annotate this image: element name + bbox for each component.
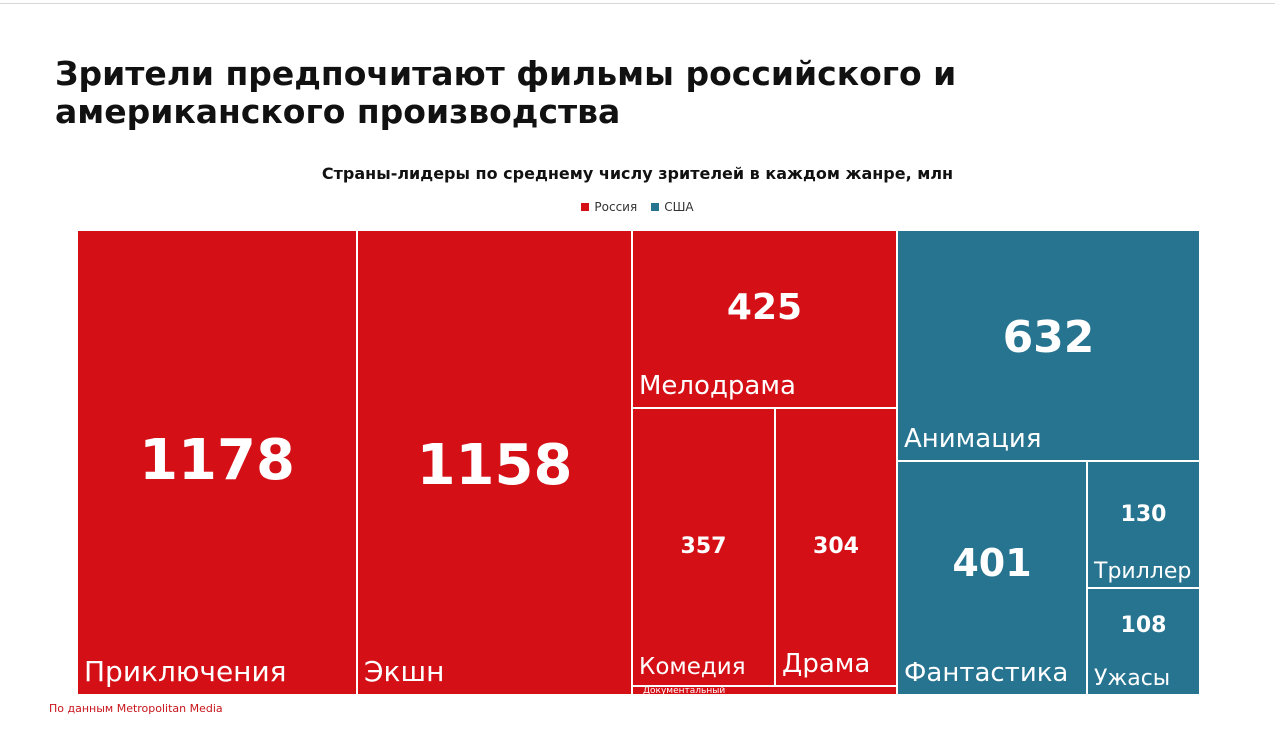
tile-label: Приключения — [84, 655, 287, 688]
chart-title: Страны-лидеры по среднему числу зрителей… — [321, 164, 954, 183]
tile-value: 401 — [952, 541, 1032, 585]
treemap-tile: 1178 Приключения — [77, 230, 357, 695]
treemap-tile: 130 Триллер — [1087, 461, 1200, 588]
tile-value: 1178 — [139, 428, 295, 493]
tile-label: Ужасы — [1094, 666, 1171, 691]
tile-label: Комедия — [639, 654, 746, 680]
tile-value: 632 — [1002, 312, 1095, 363]
source-note: По данным Metropolitan Media — [49, 702, 223, 715]
chart-legend: Россия США — [0, 199, 1275, 215]
legend-swatch-usa — [651, 203, 660, 211]
top-divider — [0, 3, 1275, 4]
tile-value: 304 — [813, 534, 859, 559]
treemap-tile: 108 Ужасы — [1087, 588, 1200, 695]
legend-label-russia: Россия — [594, 200, 638, 214]
tile-value: 1158 — [416, 433, 573, 498]
tile-value: 425 — [726, 287, 803, 328]
tile-value: 130 — [1120, 502, 1167, 527]
tile-label: Документальный — [643, 686, 726, 695]
tile-label: Мелодрама — [639, 371, 796, 401]
tile-label: Экшн — [364, 655, 445, 688]
legend-item-russia: Россия — [581, 199, 637, 215]
tile-label: Анимация — [904, 424, 1042, 454]
headline: Зрители предпочитают фильмы российского … — [55, 54, 957, 131]
treemap-tile: 304 Драма — [775, 408, 897, 686]
treemap-tile: 401 Фантастика — [897, 461, 1087, 695]
treemap-tile: 632 Анимация — [897, 230, 1200, 461]
legend-label-usa: США — [664, 200, 694, 214]
treemap-tile: 425 Мелодрама — [632, 230, 897, 408]
tile-label: Триллер — [1094, 559, 1192, 584]
treemap-tile: Документальный — [632, 686, 897, 695]
tile-value: 108 — [1120, 613, 1167, 638]
treemap-chart: 1178 Приключения 1158 Экшн 425 Мелодрама 357 Ко… — [77, 230, 1200, 695]
legend-swatch-russia — [581, 203, 590, 211]
treemap-tile: 1158 Экшн — [357, 230, 632, 695]
tile-value: 357 — [680, 534, 727, 559]
tile-label: Фантастика — [904, 658, 1069, 688]
tile-label: Драма — [782, 649, 871, 679]
treemap-tile: 357 Комедия — [632, 408, 775, 686]
legend-item-usa: США — [651, 199, 694, 215]
